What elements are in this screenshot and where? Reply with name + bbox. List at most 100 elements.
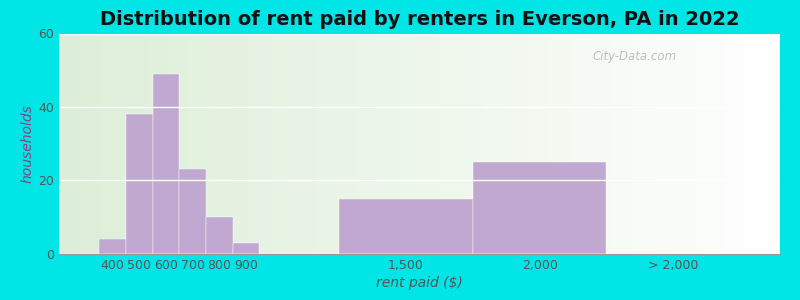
Bar	[243, 34, 246, 254]
Bar	[207, 34, 210, 254]
Bar	[138, 34, 142, 254]
Bar	[491, 34, 495, 254]
Bar	[686, 34, 690, 254]
Bar	[412, 34, 416, 254]
Bar	[233, 243, 259, 254]
Bar	[733, 34, 737, 254]
Bar	[549, 34, 553, 254]
Bar	[134, 34, 138, 254]
Bar	[127, 34, 131, 254]
Bar	[373, 34, 376, 254]
Bar	[95, 34, 98, 254]
Bar	[477, 34, 481, 254]
Bar	[301, 34, 304, 254]
Bar	[646, 34, 650, 254]
Bar	[534, 34, 538, 254]
Bar	[607, 34, 610, 254]
Bar	[81, 34, 84, 254]
Bar	[279, 34, 282, 254]
Bar	[131, 34, 134, 254]
Bar	[517, 34, 520, 254]
Bar	[672, 34, 675, 254]
Bar	[704, 34, 708, 254]
Bar	[531, 34, 534, 254]
Bar	[560, 34, 564, 254]
Bar	[77, 34, 81, 254]
Bar	[455, 34, 459, 254]
Bar	[762, 34, 766, 254]
Bar	[186, 34, 189, 254]
Bar	[737, 34, 740, 254]
Bar	[308, 34, 311, 254]
Bar	[470, 34, 474, 254]
Bar	[445, 34, 448, 254]
Bar	[344, 34, 347, 254]
Bar	[369, 34, 373, 254]
Bar	[91, 34, 95, 254]
Bar	[754, 34, 758, 254]
Bar	[520, 34, 524, 254]
Bar	[643, 34, 646, 254]
Bar	[99, 239, 126, 254]
Bar	[593, 34, 596, 254]
Bar	[578, 34, 582, 254]
Bar	[265, 34, 268, 254]
Bar	[229, 34, 232, 254]
Bar	[383, 34, 387, 254]
Bar	[718, 34, 722, 254]
Bar	[311, 34, 315, 254]
Bar	[66, 34, 70, 254]
Text: City-Data.com: City-Data.com	[593, 50, 677, 63]
Bar	[513, 34, 517, 254]
Bar	[297, 34, 301, 254]
Bar	[629, 34, 632, 254]
Bar	[74, 34, 77, 254]
Bar	[149, 34, 153, 254]
Bar	[193, 34, 196, 254]
Bar	[730, 34, 733, 254]
Bar	[498, 34, 502, 254]
Bar	[758, 34, 762, 254]
Bar	[419, 34, 423, 254]
Bar	[318, 34, 322, 254]
Bar	[452, 34, 455, 254]
Bar	[366, 34, 369, 254]
Bar	[766, 34, 769, 254]
Bar	[117, 34, 120, 254]
Bar	[282, 34, 286, 254]
Bar	[722, 34, 726, 254]
Bar	[330, 34, 333, 254]
Bar	[124, 34, 127, 254]
Bar	[380, 34, 383, 254]
Bar	[326, 34, 330, 254]
Bar	[484, 34, 488, 254]
Bar	[106, 34, 110, 254]
Bar	[398, 34, 402, 254]
Bar	[210, 34, 214, 254]
Bar	[773, 34, 776, 254]
Bar	[333, 34, 337, 254]
Bar	[110, 34, 113, 254]
Bar	[254, 34, 258, 254]
Bar	[170, 34, 174, 254]
Bar	[88, 34, 91, 254]
Bar	[690, 34, 694, 254]
Bar	[167, 34, 170, 254]
Bar	[553, 34, 556, 254]
Bar	[488, 34, 491, 254]
Bar	[232, 34, 236, 254]
Bar	[239, 34, 243, 254]
Bar	[567, 34, 571, 254]
Bar	[726, 34, 730, 254]
Bar	[715, 34, 718, 254]
Bar	[362, 34, 366, 254]
Bar	[622, 34, 625, 254]
Bar	[250, 34, 254, 254]
Bar	[394, 34, 398, 254]
Bar	[564, 34, 567, 254]
Bar	[744, 34, 747, 254]
Bar	[304, 34, 308, 254]
Bar	[142, 34, 146, 254]
Bar	[546, 34, 549, 254]
Bar	[473, 162, 606, 254]
